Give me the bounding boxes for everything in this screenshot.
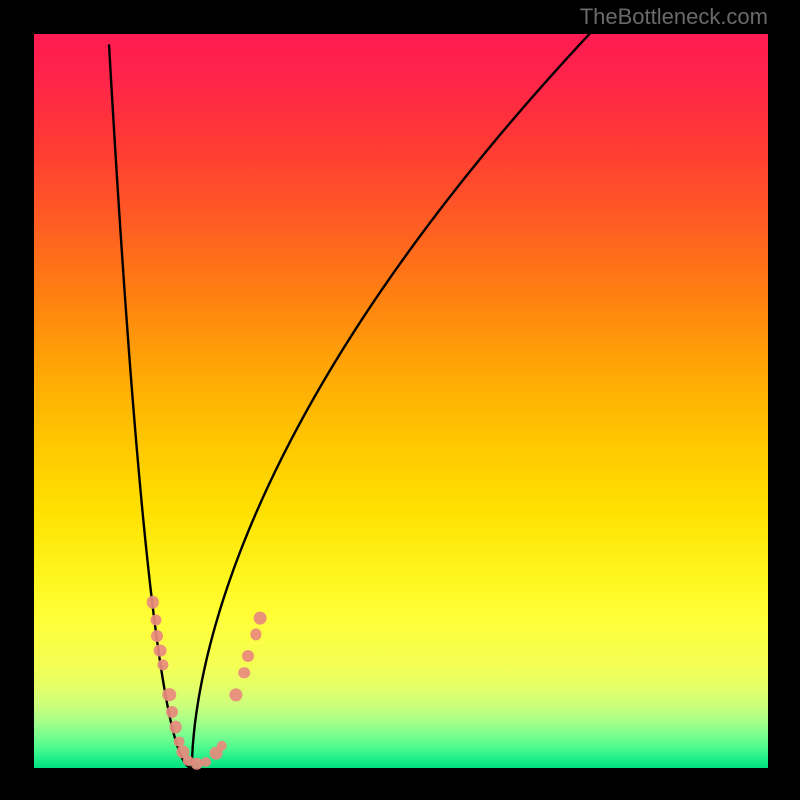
- stage: TheBottleneck.com: [0, 0, 800, 800]
- data-point: [162, 688, 176, 702]
- data-point: [254, 612, 267, 625]
- data-point: [238, 667, 250, 679]
- data-point: [154, 644, 167, 657]
- data-point: [201, 757, 211, 767]
- curve-layer: [0, 0, 800, 800]
- data-point: [242, 650, 254, 662]
- data-point: [150, 614, 161, 625]
- data-point: [169, 720, 182, 733]
- data-point: [151, 630, 163, 642]
- data-point: [166, 706, 178, 718]
- bottleneck-curve: [109, 33, 590, 768]
